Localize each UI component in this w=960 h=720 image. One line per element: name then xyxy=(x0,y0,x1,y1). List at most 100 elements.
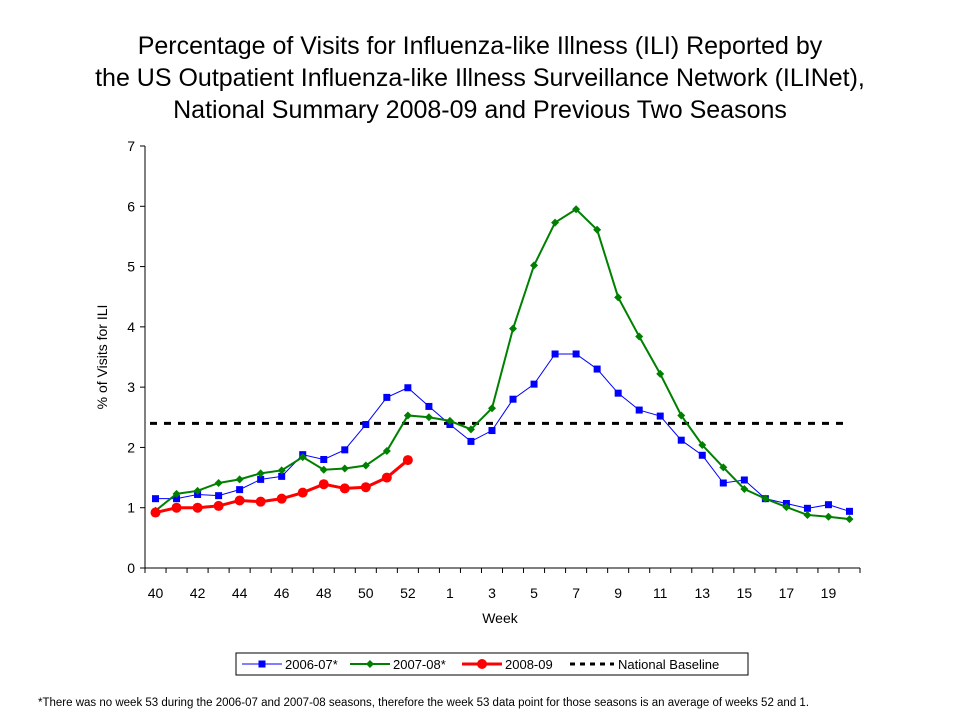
data-point xyxy=(445,416,454,425)
data-point xyxy=(193,486,202,495)
data-point xyxy=(362,421,370,429)
x-tick-label: 52 xyxy=(400,585,416,601)
legend-item-1: 2006-07* xyxy=(242,657,338,672)
data-point xyxy=(383,393,391,401)
y-tick-label: 7 xyxy=(127,138,135,154)
data-point xyxy=(656,412,664,420)
y-tick-label: 0 xyxy=(127,560,135,576)
data-point xyxy=(361,461,370,470)
x-tick-label: 13 xyxy=(694,585,710,601)
data-point xyxy=(740,485,749,494)
data-point xyxy=(172,489,181,498)
data-point xyxy=(845,515,854,524)
data-point xyxy=(235,475,244,484)
data-point xyxy=(698,441,707,450)
data-point xyxy=(360,482,371,493)
x-tick-label: 1 xyxy=(446,585,454,601)
data-point xyxy=(677,411,686,420)
x-tick-label: 42 xyxy=(190,585,206,601)
data-point xyxy=(698,451,706,459)
data-point xyxy=(782,503,791,512)
data-point xyxy=(276,493,287,504)
legend-item-2: 2007-08* xyxy=(350,657,446,672)
data-point xyxy=(215,492,223,500)
x-tick-label: 11 xyxy=(653,585,668,601)
data-point xyxy=(740,476,748,484)
series-2 xyxy=(151,205,854,524)
data-point xyxy=(509,395,517,403)
legend-item-3: 2008-09 xyxy=(462,657,553,672)
data-point xyxy=(656,369,665,378)
data-point xyxy=(341,446,349,454)
x-tick-label: 48 xyxy=(316,585,332,601)
data-point xyxy=(255,496,266,507)
data-point xyxy=(152,495,160,503)
data-point xyxy=(236,486,244,494)
x-tick-label: 7 xyxy=(572,585,580,601)
x-tick-label: 50 xyxy=(358,585,374,601)
data-point xyxy=(425,402,433,410)
x-tick-label: 17 xyxy=(779,585,795,601)
data-point xyxy=(845,507,853,515)
x-tick-label: 3 xyxy=(488,585,496,601)
chart-title: Percentage of Visits for Influenza-like … xyxy=(0,30,960,126)
data-point xyxy=(192,502,203,513)
y-tick-label: 5 xyxy=(127,259,135,275)
data-point xyxy=(824,512,833,521)
y-tick-label: 6 xyxy=(127,198,135,214)
data-point xyxy=(572,205,581,214)
y-tick-label: 4 xyxy=(127,319,135,335)
data-point xyxy=(403,411,412,420)
data-point xyxy=(593,225,602,234)
data-point xyxy=(256,469,265,478)
data-point xyxy=(382,447,391,456)
x-tick-label: 44 xyxy=(232,585,248,601)
legend-label: 2007-08* xyxy=(393,657,446,672)
chart-title-line-1: Percentage of Visits for Influenza-like … xyxy=(137,32,823,60)
series-layer xyxy=(150,205,854,524)
data-point xyxy=(551,350,559,358)
chart-title-line-2: the US Outpatient Influenza-like Illness… xyxy=(95,64,865,92)
data-point xyxy=(530,380,538,388)
data-point xyxy=(614,293,623,302)
footnote: *There was no week 53 during the 2006-07… xyxy=(38,697,810,709)
data-point xyxy=(677,436,685,444)
data-point xyxy=(318,479,329,490)
data-point xyxy=(171,502,182,513)
y-tick-label: 3 xyxy=(127,379,135,395)
data-point xyxy=(593,365,601,373)
data-point xyxy=(214,478,223,487)
data-point xyxy=(257,475,265,483)
y-tick-label: 1 xyxy=(127,500,135,516)
data-point xyxy=(402,455,413,466)
data-point xyxy=(719,463,728,472)
legend-label: 2008-09 xyxy=(505,657,553,672)
x-tick-label: 46 xyxy=(274,585,290,601)
data-point xyxy=(173,495,181,503)
data-point xyxy=(824,501,832,509)
data-point xyxy=(614,389,622,397)
x-tick-label: 9 xyxy=(614,585,622,601)
data-point xyxy=(298,453,307,462)
data-point xyxy=(339,483,350,494)
data-point xyxy=(381,472,392,483)
data-point xyxy=(551,218,560,227)
series-3 xyxy=(150,455,413,518)
data-point xyxy=(278,472,286,480)
data-point xyxy=(319,465,328,474)
data-point xyxy=(530,261,539,270)
data-point xyxy=(297,487,308,498)
data-point xyxy=(803,504,811,512)
data-point xyxy=(509,324,518,333)
data-point xyxy=(761,494,770,503)
data-point xyxy=(635,406,643,414)
data-point xyxy=(488,427,496,435)
data-point xyxy=(320,455,328,463)
y-tick-label: 2 xyxy=(127,439,135,455)
legend-label: 2006-07* xyxy=(285,657,338,672)
data-point xyxy=(572,350,580,358)
legend-marker xyxy=(258,660,266,668)
legend-item-4: National Baseline xyxy=(570,657,719,672)
